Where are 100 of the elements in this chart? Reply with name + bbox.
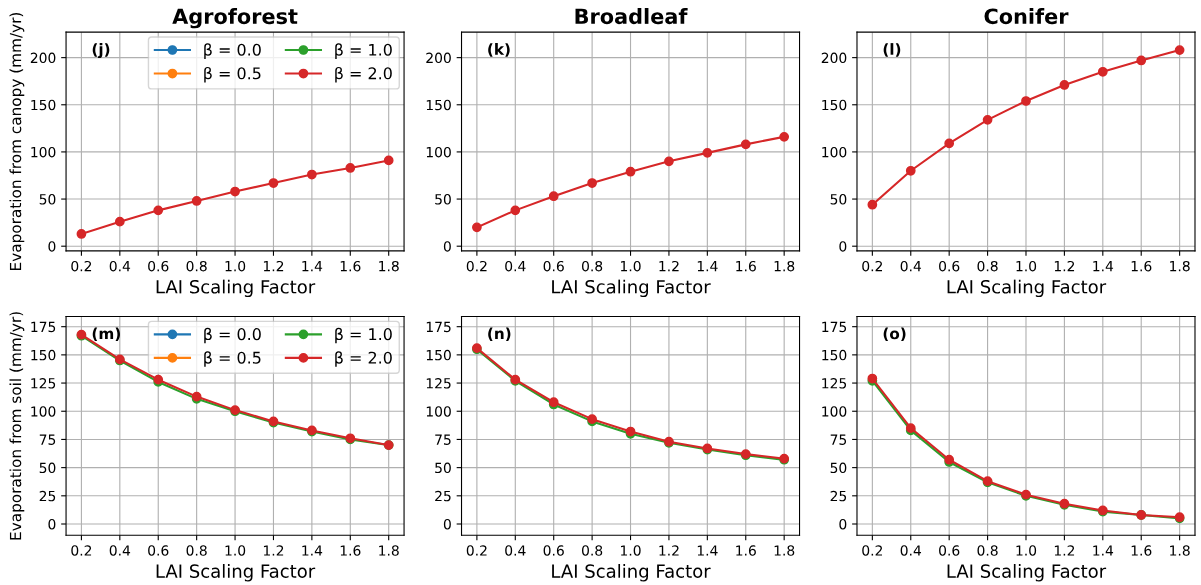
y-tick-label: 50 — [435, 462, 451, 474]
x-tick-label: 0.8 — [581, 545, 603, 556]
x-tick-label: 1.8 — [774, 545, 795, 556]
x-tick-label: 1.8 — [1170, 260, 1190, 272]
x-axis-title: LAI Scaling Factor — [156, 563, 316, 582]
x-tick-label: 1.0 — [621, 545, 641, 556]
y-tick-label: 0 — [443, 518, 451, 530]
y-tick-label: 50 — [39, 462, 56, 474]
y-tick-label: 100 — [31, 406, 56, 417]
chart-title: Agroforest — [172, 8, 298, 29]
y-tick-label: 75 — [39, 434, 56, 445]
x-tick-label: 1.8 — [379, 260, 399, 272]
x-tick-label: 0.2 — [466, 545, 487, 556]
y-tick-label: 100 — [426, 146, 451, 158]
y-tick-label: 50 — [435, 194, 451, 205]
x-tick-label: 0.6 — [543, 260, 564, 272]
y-tick-label: 100 — [822, 146, 847, 158]
x-tick-label: 1.6 — [1131, 260, 1152, 272]
x-axis-title: LAI Scaling Factor — [947, 279, 1107, 298]
y-tick-label: 150 — [822, 349, 847, 361]
x-axis-title: LAI Scaling Factor — [552, 563, 711, 582]
x-tick-label: 0.2 — [466, 260, 487, 272]
x-tick-label: 0.6 — [543, 545, 564, 556]
y-tick-label: 0 — [48, 518, 56, 530]
x-tick-label: 0.4 — [109, 260, 131, 272]
x-tick-label: 1.8 — [1170, 545, 1190, 556]
y-tick-label: 50 — [39, 194, 56, 205]
x-tick-label: 1.6 — [340, 545, 361, 556]
y-tick-label: 125 — [31, 378, 56, 389]
y-tick-label: 150 — [426, 99, 451, 111]
x-tick-label: 1.4 — [302, 261, 323, 272]
legend-label: β = 2.0 — [335, 66, 392, 83]
x-tick-label: 1.2 — [659, 545, 679, 556]
x-tick-label: 0.6 — [939, 545, 960, 556]
y-tick-label: 0 — [839, 518, 847, 530]
legend-label: β = 0.5 — [204, 351, 261, 367]
x-tick-label: 0.8 — [977, 545, 998, 556]
x-axis-title: LAI Scaling Factor — [947, 563, 1107, 582]
x-tick-label: 0.6 — [939, 260, 960, 272]
y-axis-title: Evaporation from canopy (mm/yr) — [9, 12, 25, 270]
legend-label: β = 0.5 — [204, 66, 261, 83]
x-tick-label: 1.0 — [1016, 260, 1037, 272]
y-tick-label: 100 — [31, 146, 56, 158]
y-tick-label: 150 — [822, 99, 847, 111]
x-tick-label: 0.2 — [71, 260, 92, 272]
legend-label: β = 0.0 — [204, 43, 261, 59]
y-tick-label: 25 — [39, 490, 56, 502]
y-tick-label: 200 — [426, 52, 451, 64]
x-tick-label: 1.0 — [621, 260, 641, 272]
x-tick-label: 1.4 — [697, 545, 718, 556]
x-tick-label: 0.8 — [581, 260, 603, 272]
annotation: (k) — [488, 43, 510, 57]
legend-label: β = 1.0 — [335, 43, 392, 59]
annotation: (j) — [92, 43, 110, 59]
y-tick-label: 125 — [822, 378, 847, 389]
x-tick-label: 0.8 — [186, 545, 207, 556]
x-tick-label: 0.4 — [900, 545, 922, 556]
x-tick-label: 1.0 — [225, 260, 246, 272]
y-tick-label: 25 — [830, 490, 847, 502]
y-tick-label: 200 — [821, 52, 847, 64]
x-tick-label: 1.6 — [340, 260, 361, 272]
chart-title: Conifer — [984, 8, 1069, 25]
annotation: (o) — [883, 327, 906, 342]
x-tick-label: 1.2 — [1054, 260, 1075, 272]
x-tick-label: 0.2 — [71, 545, 92, 556]
legend-label: β = 2.0 — [335, 351, 392, 367]
x-tick-label: 0.4 — [505, 545, 526, 556]
x-tick-label: 1.0 — [225, 545, 246, 556]
legend-label: β = 1.0 — [335, 327, 392, 344]
x-tick-label: 1.4 — [302, 545, 323, 556]
annotation: (m) — [92, 327, 120, 342]
x-tick-label: 1.2 — [659, 260, 679, 272]
x-tick-label: 1.8 — [379, 545, 399, 556]
x-tick-label: 1.4 — [1093, 261, 1114, 272]
x-axis-title: LAI Scaling Factor — [552, 279, 711, 298]
y-tick-label: 175 — [31, 321, 56, 333]
annotation: (l) — [883, 43, 901, 57]
chart-title: Broadleaf — [575, 8, 688, 25]
x-tick-label: 0.6 — [148, 260, 169, 272]
y-tick-label: 0 — [443, 241, 451, 252]
x-tick-label: 0.4 — [505, 260, 526, 272]
y-axis-title: Evaporation from soil (mm/yr) — [9, 312, 25, 540]
x-tick-label: 0.2 — [862, 260, 883, 272]
y-tick-label: 75 — [830, 434, 847, 445]
x-tick-label: 1.2 — [263, 260, 284, 272]
y-tick-label: 50 — [830, 194, 847, 205]
annotation: (n) — [488, 327, 511, 342]
legend-label: β = 0.0 — [204, 327, 261, 344]
x-tick-label: 1.0 — [1016, 545, 1037, 556]
x-tick-label: 1.2 — [263, 545, 284, 556]
y-tick-label: 50 — [830, 462, 847, 474]
y-tick-label: 175 — [822, 321, 847, 333]
x-tick-label: 0.4 — [109, 545, 131, 556]
y-tick-label: 125 — [426, 378, 451, 389]
x-tick-label: 1.2 — [1054, 545, 1075, 556]
x-tick-label: 0.4 — [900, 260, 922, 272]
y-tick-label: 100 — [426, 406, 451, 417]
y-tick-label: 0 — [48, 241, 56, 252]
x-tick-label: 0.8 — [186, 260, 207, 272]
y-tick-label: 150 — [426, 349, 451, 361]
